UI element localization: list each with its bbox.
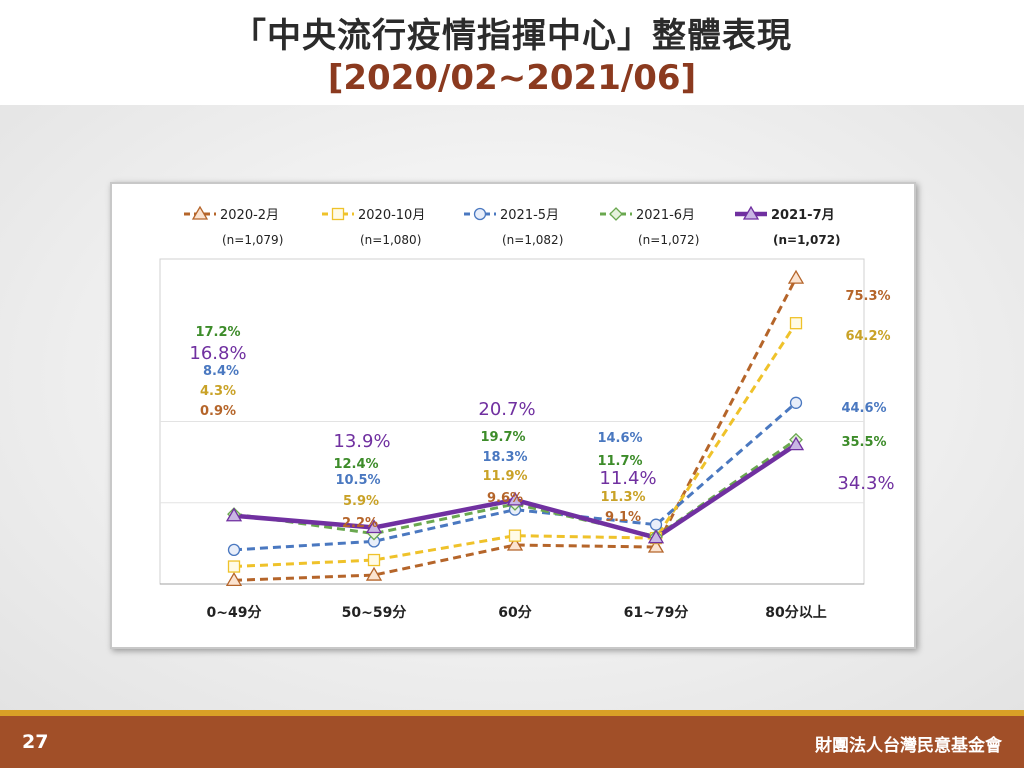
data-label-2020-2: 2.2% bbox=[342, 516, 378, 531]
data-label-2021-7: 13.9% bbox=[333, 431, 390, 452]
x-tick-label: 0~49分 bbox=[207, 605, 262, 621]
data-point-2021-7 bbox=[365, 519, 383, 534]
line-chart: 0~49分 50~59分 60分 61~79分 80分以上 0.9% 4.3% 8.4% 17.… bbox=[159, 205, 895, 621]
data-label-2021-5: 14.6% bbox=[597, 431, 642, 446]
data-label-2020-10: 4.3% bbox=[200, 384, 236, 399]
data-point-2020-10 bbox=[227, 560, 241, 573]
data-point-2021-7 bbox=[647, 529, 665, 544]
data-label-2021-6: 17.2% bbox=[195, 325, 240, 340]
data-point-2021-5 bbox=[227, 543, 241, 557]
footer-accent-line bbox=[0, 710, 1024, 716]
data-label-2020-10: 64.2% bbox=[845, 329, 890, 344]
data-label-2020-10: 5.9% bbox=[343, 494, 379, 509]
data-point-2021-5 bbox=[649, 518, 663, 531]
data-label-2020-2: 9.1% bbox=[605, 510, 641, 525]
data-point-2021-7 bbox=[225, 507, 243, 522]
legend-sample-size: (n=1,079) bbox=[222, 233, 283, 247]
legend-marker-2021-6 bbox=[609, 207, 623, 221]
x-tick-label: 80分以上 bbox=[765, 605, 826, 621]
legend-marker-2020-10 bbox=[331, 207, 345, 221]
data-label-2020-2: 75.3% bbox=[845, 289, 890, 304]
data-label-2020-10: 11.3% bbox=[600, 490, 645, 505]
legend-sample-size: (n=1,072) bbox=[638, 233, 699, 247]
data-label-2021-6: 35.5% bbox=[841, 435, 886, 450]
legend-label: 2020-2月 bbox=[220, 208, 279, 223]
data-label-2021-7: 16.8% bbox=[189, 343, 246, 364]
data-point-2020-2 bbox=[225, 572, 243, 586]
page-number: 27 bbox=[22, 731, 49, 753]
legend-label: 2021-7月 bbox=[771, 208, 835, 223]
data-label-2021-5: 10.5% bbox=[335, 473, 380, 488]
legend-marker-2021-7 bbox=[742, 205, 760, 220]
x-tick-label: 61~79分 bbox=[624, 605, 689, 621]
series-line-2020-10 bbox=[233, 322, 798, 569]
data-label-2021-5: 8.4% bbox=[203, 364, 239, 379]
data-label-2021-5: 18.3% bbox=[482, 450, 527, 465]
slide-subtitle: [2020/02~2021/06] bbox=[327, 58, 697, 98]
data-point-2020-10 bbox=[508, 529, 522, 542]
legend-sample-size: (n=1,080) bbox=[360, 233, 421, 247]
data-label-2021-6: 12.4% bbox=[333, 457, 378, 472]
data-label-2021-6: 19.7% bbox=[480, 430, 525, 445]
data-point-2020-2 bbox=[787, 269, 805, 284]
data-label-2020-2: 9.6% bbox=[487, 491, 523, 506]
organization-name: 財團法人台灣民意基金會 bbox=[815, 736, 1002, 756]
data-point-2020-2 bbox=[506, 536, 524, 551]
x-tick-label: 50~59分 bbox=[342, 605, 407, 621]
data-point-2020-10 bbox=[367, 553, 381, 567]
data-point-2020-10 bbox=[789, 317, 803, 330]
footer-bar: 27 財團法人台灣民意基金會 bbox=[0, 716, 1024, 768]
data-label-2020-10: 11.9% bbox=[482, 469, 527, 484]
legend-label: 2021-6月 bbox=[636, 208, 695, 223]
data-point-2021-7 bbox=[506, 491, 524, 506]
legend-sample-size: (n=1,072) bbox=[773, 233, 841, 247]
data-label-2020-2: 0.9% bbox=[200, 404, 236, 419]
legend-label: 2021-5月 bbox=[500, 208, 559, 223]
data-label-2021-7: 20.7% bbox=[478, 399, 535, 420]
slide-title: 「中央流行疫情指揮中心」整體表現 bbox=[232, 16, 792, 56]
x-tick-label: 60分 bbox=[498, 605, 531, 621]
data-label-2021-5: 44.6% bbox=[841, 401, 886, 416]
series-line-2020-2 bbox=[233, 277, 798, 582]
data-label-2021-7: 11.4% bbox=[599, 468, 656, 489]
data-point-2020-2 bbox=[365, 566, 383, 581]
data-label-2021-7: 34.3% bbox=[837, 473, 894, 494]
chart-frame: 0~49分 50~59分 60分 61~79分 80分以上 0.9% 4.3% 8.4% 17.… bbox=[110, 182, 916, 649]
legend-sample-size: (n=1,082) bbox=[502, 233, 563, 247]
data-label-2021-6: 11.7% bbox=[597, 454, 642, 469]
data-point-2020-2 bbox=[647, 538, 665, 553]
series-line-2021-5 bbox=[233, 401, 797, 552]
data-point-2021-5 bbox=[789, 396, 803, 409]
legend-marker-2021-5 bbox=[473, 207, 487, 221]
legend-marker-2020-2 bbox=[191, 205, 209, 220]
data-point-2021-7 bbox=[787, 436, 805, 451]
legend-label: 2020-10月 bbox=[358, 208, 425, 223]
